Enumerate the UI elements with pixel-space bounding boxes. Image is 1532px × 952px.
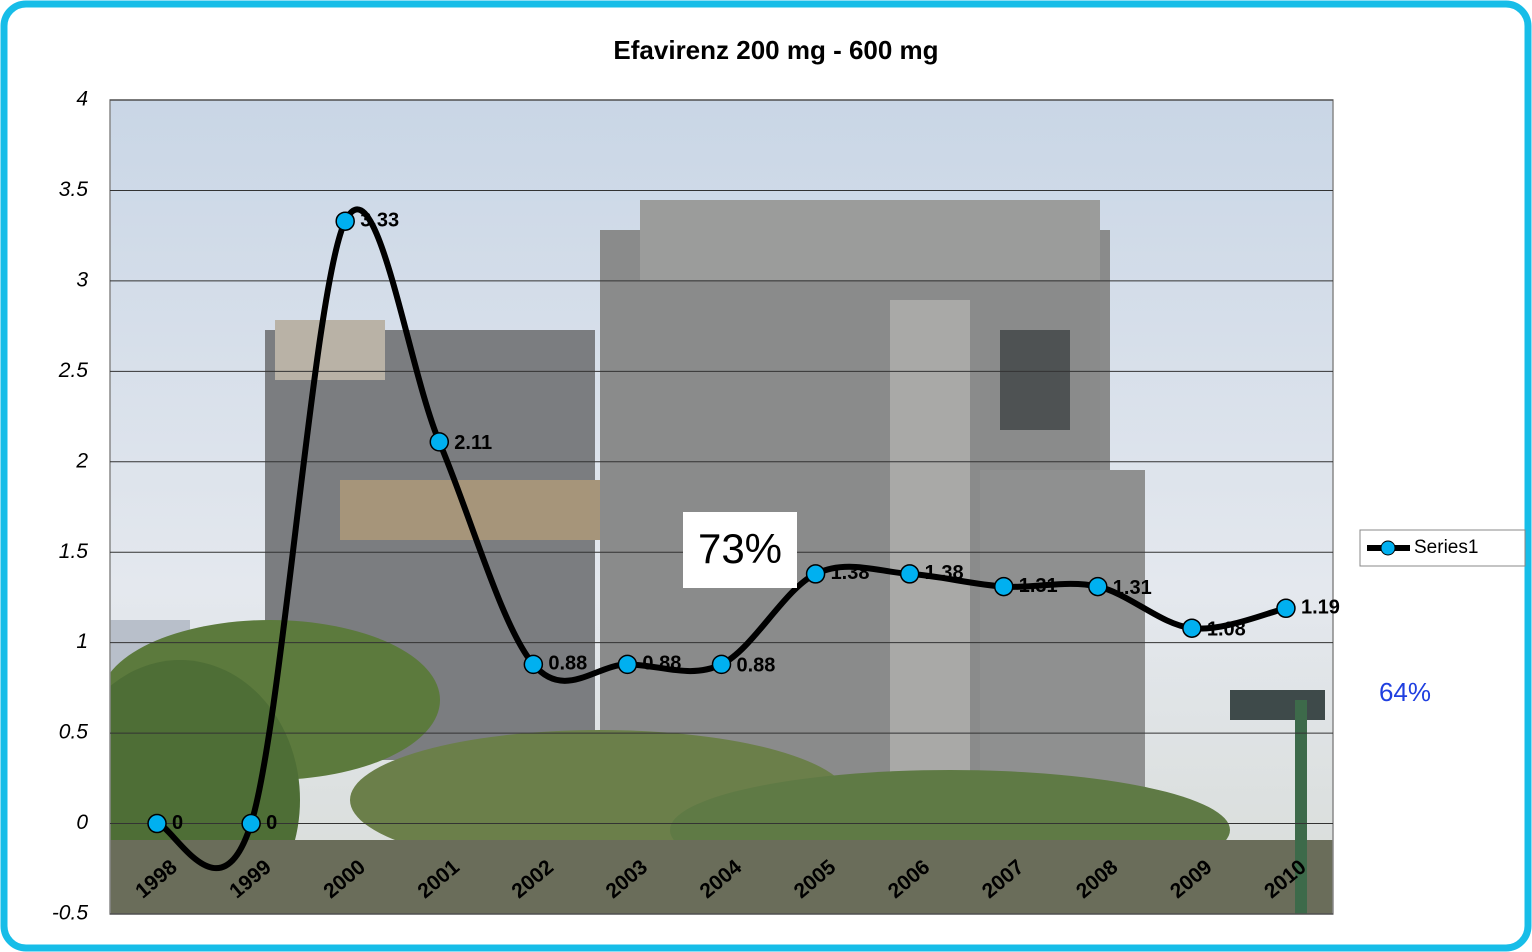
- data-label: 1.19: [1301, 597, 1340, 619]
- data-point: [1089, 578, 1107, 596]
- page: {"chart_data": {"type": "line", "title":…: [0, 0, 1532, 952]
- data-label: 0: [266, 812, 277, 834]
- data-label: 1.31: [1113, 577, 1152, 599]
- data-label: 3.33: [360, 209, 399, 231]
- data-point: [995, 578, 1013, 596]
- y-tick-label: 3: [76, 268, 88, 291]
- y-tick-label: 2: [75, 449, 88, 472]
- chart: 0 0 3.33 2.11 0.88 0.88 0.88 1.38 1.38 1.31 1.31 1.…: [0, 0, 1532, 952]
- y-tick-label: 3.5: [59, 178, 89, 201]
- data-point: [807, 565, 825, 583]
- y-tick-label: 0.5: [59, 721, 89, 744]
- data-label: 0: [172, 812, 183, 834]
- data-point: [242, 815, 260, 833]
- chart-title: Efavirenz 200 mg - 600 mg: [613, 35, 938, 65]
- annotation: 73%: [698, 525, 782, 572]
- data-point: [1277, 599, 1295, 617]
- data-point: [1183, 619, 1201, 637]
- data-label: 1.38: [925, 562, 964, 584]
- data-point: [901, 565, 919, 583]
- data-point: [618, 655, 636, 673]
- y-tick-label: 1.5: [59, 540, 89, 563]
- data-label: 0.88: [548, 653, 587, 675]
- data-label: 0.88: [737, 655, 776, 677]
- data-label: 1.38: [831, 562, 870, 584]
- y-tick-label: 4: [76, 88, 88, 111]
- data-point: [148, 815, 166, 833]
- legend-marker: [1381, 541, 1395, 555]
- y-tick-label: 0: [76, 811, 88, 834]
- data-point: [430, 433, 448, 451]
- data-label: 0.88: [642, 653, 681, 675]
- data-point: [524, 655, 542, 673]
- data-label: 1.08: [1207, 618, 1246, 640]
- y-tick-label: 1: [76, 630, 88, 653]
- annotation: 64%: [1379, 677, 1431, 707]
- legend-label: Series1: [1414, 537, 1478, 558]
- y-tick-label: -0.5: [52, 902, 89, 925]
- data-point: [336, 212, 354, 230]
- data-label: 2.11: [454, 432, 492, 454]
- y-tick-label: 2.5: [58, 359, 89, 382]
- data-point: [713, 655, 731, 673]
- data-label: 1.31: [1019, 575, 1058, 597]
